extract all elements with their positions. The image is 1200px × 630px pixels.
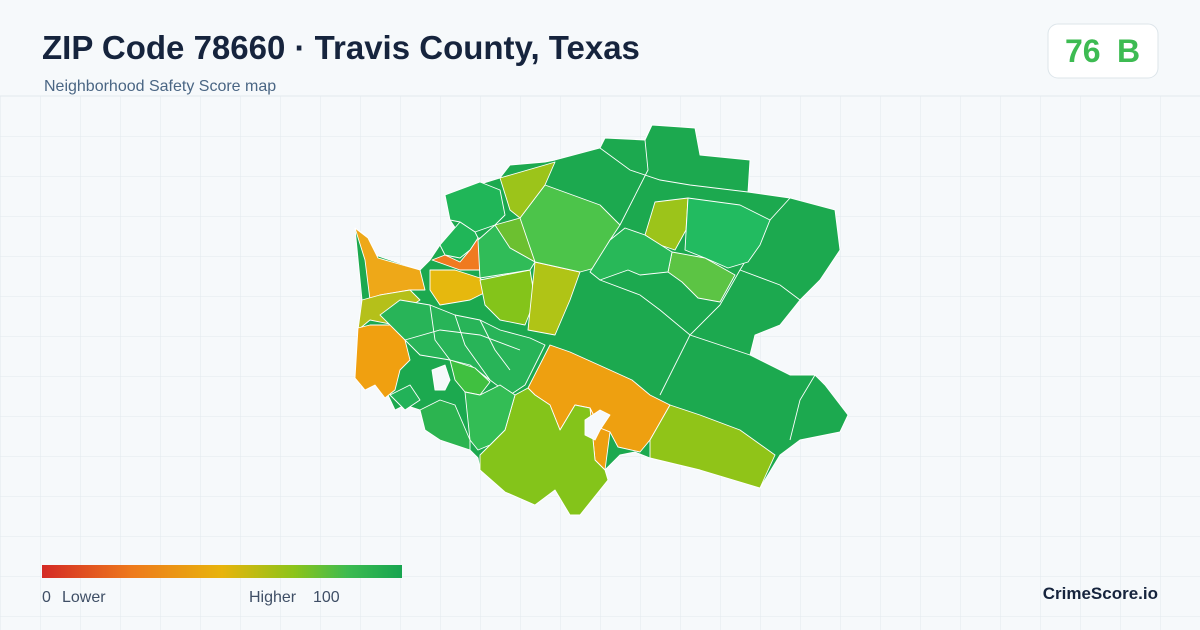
map-region — [499, 161, 556, 219]
map-boundary — [619, 139, 649, 226]
score: 76 — [1065, 33, 1101, 69]
map-boundary — [599, 279, 751, 356]
legend-min: 0 — [42, 589, 51, 606]
subtitle: Neighborhood Safety Score map — [44, 78, 276, 95]
map-region — [354, 227, 426, 301]
map-region — [439, 221, 479, 259]
map-region — [429, 269, 491, 306]
map-boundary — [454, 314, 491, 381]
map-region — [389, 384, 421, 411]
legend-max: 100 — [313, 589, 340, 606]
brand: CrimeScore.io — [1043, 584, 1158, 603]
map-boundary — [659, 197, 791, 396]
map-boundary — [479, 319, 511, 371]
map-region — [684, 197, 771, 269]
map-hole — [584, 409, 611, 441]
map-region — [477, 224, 536, 279]
title: ZIP Code 78660 · Travis County, Texas — [42, 29, 640, 66]
legend-min-label: Lower — [62, 589, 106, 606]
safety-map — [354, 124, 849, 516]
map-boundary — [789, 374, 816, 441]
map-hole — [431, 364, 451, 391]
legend-max-label: Higher — [249, 589, 297, 606]
map-region — [379, 299, 546, 396]
score-badge: 76 B — [1047, 23, 1159, 79]
map-region — [419, 399, 471, 451]
map-boundary — [429, 304, 451, 361]
legend-gradient — [42, 565, 402, 578]
map-region — [464, 384, 516, 451]
map-boundary — [739, 269, 801, 301]
badge-box — [1047, 23, 1159, 79]
map-region — [649, 404, 776, 489]
map-region — [589, 227, 673, 281]
map-boundary — [404, 329, 521, 351]
legend: 0 Lower Higher 100 — [42, 565, 402, 606]
map-region — [667, 251, 736, 303]
grade: B — [1117, 33, 1140, 69]
map-boundary — [599, 147, 749, 193]
